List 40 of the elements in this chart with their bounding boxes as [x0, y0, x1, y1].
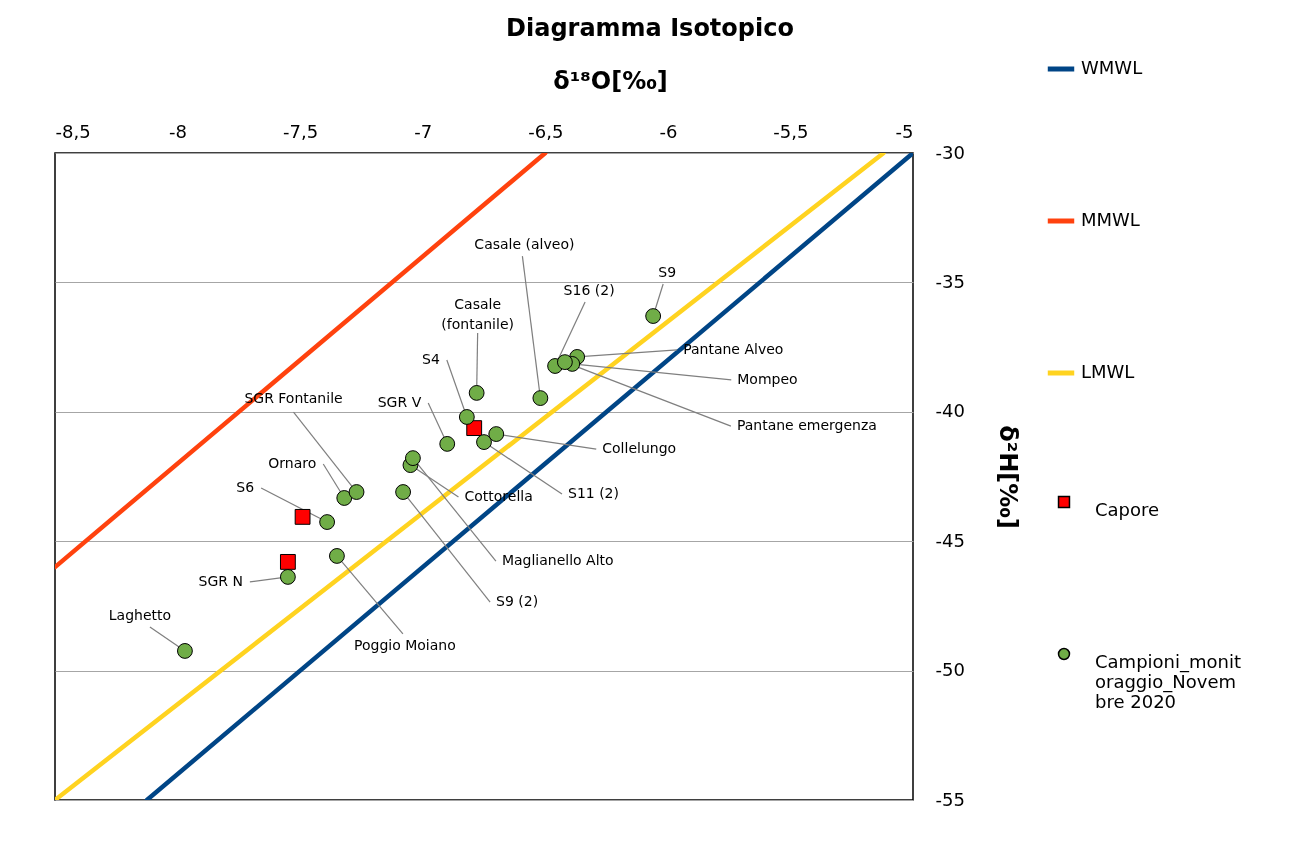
annotation: S9 (2) [496, 593, 539, 610]
legend-label: WMWL [1081, 57, 1143, 78]
x-tick-label: -7,5 [283, 120, 319, 142]
legend-label: MMWL [1081, 209, 1140, 230]
x-tick-label: -7 [414, 120, 433, 142]
legend-label: LMWL [1081, 361, 1135, 382]
x-axis-title: δ¹⁸O[‰] [553, 66, 668, 95]
annotation: S11 (2) [568, 485, 619, 502]
x-tick-label: -6,5 [528, 120, 564, 142]
annotation: Pantane emergenza [736, 417, 877, 434]
annotation: S9 [658, 264, 677, 281]
y-tick-label: -35 [935, 270, 965, 292]
y-tick-label: -55 [935, 788, 965, 810]
y-tick-label: -45 [935, 529, 965, 551]
x-tick-label: -6 [659, 120, 678, 142]
annotation: Maglianello Alto [501, 552, 614, 569]
chart-title: Diagramma Isotopico [506, 14, 794, 42]
annotation: SGR N [198, 572, 243, 589]
annotation: S4 [422, 350, 440, 367]
annotation: S6 [236, 479, 255, 496]
y-tick-label: -30 [935, 141, 965, 163]
annotation: SGR V [377, 393, 422, 410]
x-tick-label: -8,5 [55, 120, 91, 142]
y-tick-label: -40 [935, 400, 965, 422]
y-axis-title: δ²H[‰] [993, 425, 1022, 529]
annotation: Casale (fontanile) [441, 295, 514, 332]
annotation: Ornaro [268, 454, 317, 471]
annotation: Pantane Alveo [683, 340, 784, 357]
y-tick-label: -50 [935, 659, 965, 681]
annotation: Poggio Moiano [354, 636, 456, 653]
x-tick-label: -5 [895, 120, 914, 142]
annotation: S16 (2) [563, 281, 615, 298]
annotation: Casale (alveo) [474, 236, 575, 253]
annotation: Laghetto [108, 606, 172, 623]
x-tick-label: -8 [169, 120, 188, 142]
annotation: Mompeo [737, 370, 798, 387]
legend-label: Capore [1095, 499, 1160, 520]
annotation: Collelungo [602, 440, 677, 457]
x-tick-label: -5,5 [773, 120, 809, 142]
legend-label: Campioni_monitoraggio_Novembre 2020 [1095, 651, 1241, 712]
